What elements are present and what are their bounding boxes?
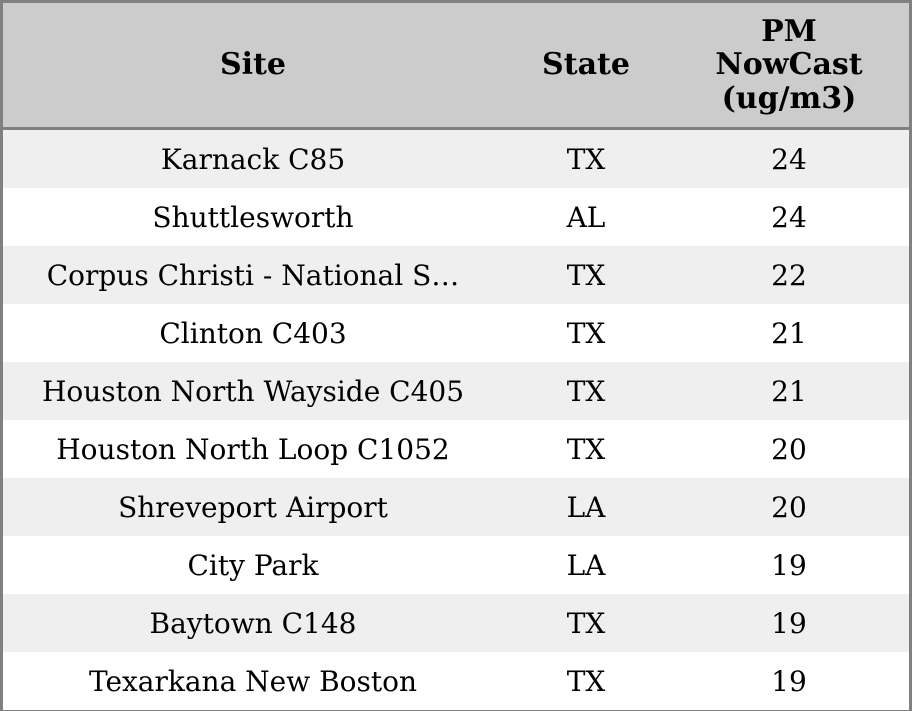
cell-site: City Park xyxy=(3,536,503,594)
cell-site: Houston North Wayside C405 xyxy=(3,362,503,420)
cell-pm-nowcast: 19 xyxy=(669,536,909,594)
table-row[interactable]: Houston North Wayside C405 TX 21 xyxy=(3,362,909,420)
cell-state: TX xyxy=(503,652,669,710)
cell-pm-nowcast: 21 xyxy=(669,304,909,362)
table-row[interactable]: Karnack C85 TX 24 xyxy=(3,128,909,188)
table-row[interactable]: Shuttlesworth AL 24 xyxy=(3,188,909,246)
column-header-site[interactable]: Site xyxy=(3,3,503,130)
cell-site: Corpus Christi - National S… xyxy=(3,246,503,304)
cell-pm-nowcast: 22 xyxy=(669,246,909,304)
cell-state: TX xyxy=(503,362,669,420)
cell-pm-nowcast: 20 xyxy=(669,420,909,478)
cell-pm-nowcast: 20 xyxy=(669,478,909,536)
cell-state: TX xyxy=(503,246,669,304)
cell-state: LA xyxy=(503,536,669,594)
cell-site: Clinton C403 xyxy=(3,304,503,362)
table-body: Karnack C85 TX 24 Shuttlesworth AL 24 Corpus C… xyxy=(3,128,909,710)
table-row[interactable]: Clinton C403 TX 21 xyxy=(3,304,909,362)
table-header-row: Site State PM NowCast (ug/m3) xyxy=(3,3,909,130)
column-header-pm-nowcast[interactable]: PM NowCast (ug/m3) xyxy=(669,3,909,130)
cell-pm-nowcast: 21 xyxy=(669,362,909,420)
cell-site: Baytown C148 xyxy=(3,594,503,652)
cell-site: Shuttlesworth xyxy=(3,188,503,246)
cell-state: LA xyxy=(503,478,669,536)
cell-site: Shreveport Airport xyxy=(3,478,503,536)
table-row[interactable]: Corpus Christi - National S… TX 22 xyxy=(3,246,909,304)
cell-state: TX xyxy=(503,594,669,652)
cell-pm-nowcast: 19 xyxy=(669,594,909,652)
table-row[interactable]: Baytown C148 TX 19 xyxy=(3,594,909,652)
table-row[interactable]: Texarkana New Boston TX 19 xyxy=(3,652,909,710)
table-row[interactable]: Shreveport Airport LA 20 xyxy=(3,478,909,536)
cell-state: TX xyxy=(503,304,669,362)
cell-pm-nowcast: 24 xyxy=(669,128,909,188)
table-row[interactable]: Houston North Loop C1052 TX 20 xyxy=(3,420,909,478)
cell-site: Texarkana New Boston xyxy=(3,652,503,710)
cell-state: TX xyxy=(503,128,669,188)
table-header: Site State PM NowCast (ug/m3) xyxy=(3,3,909,130)
cell-state: AL xyxy=(503,188,669,246)
table-row[interactable]: City Park LA 19 xyxy=(3,536,909,594)
cell-pm-nowcast: 19 xyxy=(669,652,909,710)
cell-site: Karnack C85 xyxy=(3,128,503,188)
cell-state: TX xyxy=(503,420,669,478)
air-quality-table: Site State PM NowCast (ug/m3) Karnack C8… xyxy=(3,3,909,710)
cell-pm-nowcast: 24 xyxy=(669,188,909,246)
cell-site: Houston North Loop C1052 xyxy=(3,420,503,478)
column-header-state[interactable]: State xyxy=(503,3,669,130)
